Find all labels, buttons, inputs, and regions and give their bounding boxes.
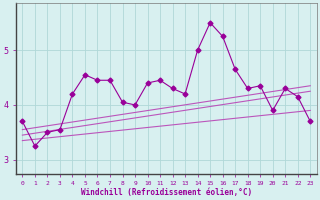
X-axis label: Windchill (Refroidissement éolien,°C): Windchill (Refroidissement éolien,°C): [81, 188, 252, 197]
